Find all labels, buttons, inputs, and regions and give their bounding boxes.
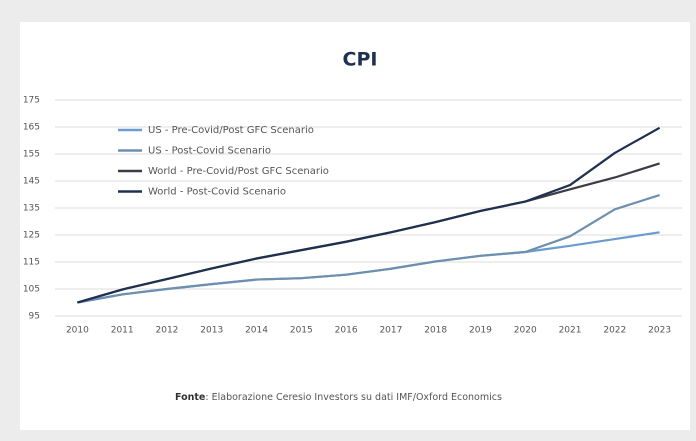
source-note: Fonte: Elaborazione Ceresio Investors su… — [175, 392, 502, 403]
y-tick-label: 135 — [23, 204, 40, 214]
x-tick-label: 2012 — [156, 326, 179, 336]
x-tick-label: 2023 — [648, 326, 671, 336]
x-tick-label: 2017 — [379, 326, 402, 336]
chart-title: CPI — [343, 49, 378, 71]
x-tick-label: 2014 — [245, 326, 268, 336]
x-tick-label: 2010 — [66, 326, 89, 336]
y-tick-label: 175 — [23, 96, 40, 106]
x-tick-label: 2011 — [111, 326, 134, 336]
y-tick-label: 125 — [23, 231, 40, 241]
x-tick-label: 2015 — [290, 326, 313, 336]
series-line — [77, 126, 661, 304]
source-text: : Elaborazione Ceresio Investors su dati… — [205, 392, 502, 403]
source-label: Fonte — [175, 392, 205, 403]
x-tick-label: 2022 — [603, 326, 626, 336]
legend-label: US - Post-Covid Scenario — [148, 146, 271, 157]
y-tick-label: 155 — [23, 150, 40, 160]
x-tick-label: 2020 — [514, 326, 537, 336]
y-tick-label: 115 — [23, 258, 40, 268]
y-tick-label: 105 — [23, 285, 40, 295]
y-tick-label: 95 — [29, 312, 40, 322]
legend-label: World - Post-Covid Scenario — [148, 187, 286, 198]
x-tick-label: 2013 — [200, 326, 223, 336]
panel — [20, 22, 690, 430]
x-tick-label: 2019 — [469, 326, 492, 336]
series-line — [77, 193, 660, 304]
legend-label: World - Pre-Covid/Post GFC Scenario — [148, 166, 329, 177]
y-tick-label: 165 — [23, 123, 40, 133]
x-tick-label: 2018 — [424, 326, 447, 336]
x-tick-label: 2021 — [559, 326, 582, 336]
x-tick-label: 2016 — [335, 326, 358, 336]
y-tick-label: 145 — [23, 177, 40, 187]
legend-label: US - Pre-Covid/Post GFC Scenario — [148, 125, 314, 136]
